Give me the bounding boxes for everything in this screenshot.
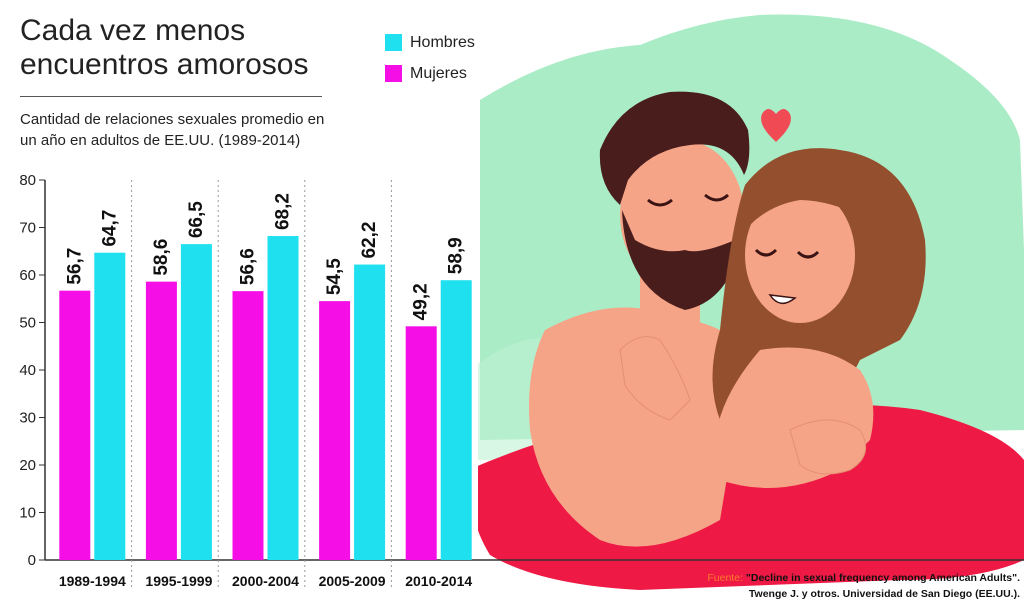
data-label: 58,6 <box>151 239 172 276</box>
source-label: Fuente: <box>707 572 743 584</box>
woman-fringe <box>745 161 870 225</box>
legend-swatch-hombres <box>385 34 402 51</box>
bar-hombres <box>354 264 386 560</box>
y-tick-label: 50 <box>19 315 36 332</box>
chart-title: Cada vez menos encuentros amorosos <box>20 14 309 81</box>
woman-hand <box>619 336 691 421</box>
y-tick-label: 30 <box>19 410 36 427</box>
data-label: 56,7 <box>64 248 85 285</box>
legend-item-hombres: Hombres <box>385 27 475 58</box>
y-tick-label: 40 <box>19 362 36 379</box>
data-label: 62,2 <box>359 222 380 259</box>
woman-smile <box>768 294 797 304</box>
legend-label-mujeres: Mujeres <box>410 64 467 82</box>
bar-hombres <box>267 236 299 561</box>
data-label: 56,6 <box>238 248 259 285</box>
man-body <box>529 307 740 547</box>
title-divider <box>20 96 322 97</box>
legend-item-mujeres: Mujeres <box>385 58 475 89</box>
woman-eye-right <box>796 250 820 259</box>
data-label: 68,2 <box>273 193 294 230</box>
y-tick-label: 0 <box>28 552 36 569</box>
man-eye-left <box>647 198 673 207</box>
x-tick-label: 2005-2009 <box>319 573 386 589</box>
man-beard <box>622 210 744 310</box>
y-tick-label: 10 <box>19 505 36 522</box>
bar-hombres <box>440 280 472 560</box>
legend: Hombres Mujeres <box>385 27 475 89</box>
bar-hombres <box>180 244 212 560</box>
bar-mujeres <box>405 326 437 560</box>
bar-mujeres <box>145 281 177 560</box>
y-tick-label: 60 <box>19 267 36 284</box>
source-note: Fuente: "Decline in sexual frequency amo… <box>707 570 1020 602</box>
data-label: 58,9 <box>446 237 467 274</box>
source-line-2: Twenge J. y otros. Universidad de San Di… <box>748 588 1020 600</box>
chart-subtitle: Cantidad de relaciones sexuales promedio… <box>20 111 325 149</box>
bar-hombres <box>94 252 126 561</box>
man-hair <box>599 91 750 205</box>
x-tick-label: 1995-1999 <box>145 573 212 589</box>
data-label: 66,5 <box>186 201 207 238</box>
source-line-1: "Decline in sexual frequency among Ameri… <box>745 572 1020 584</box>
legend-label-hombres: Hombres <box>410 33 475 51</box>
x-tick-label: 1989-1994 <box>59 573 126 589</box>
bar-mujeres <box>59 290 91 560</box>
y-tick-label: 20 <box>19 457 36 474</box>
legend-swatch-mujeres <box>385 65 402 82</box>
x-tick-label: 2010-2014 <box>405 573 472 589</box>
data-label: 54,5 <box>324 258 345 295</box>
bar-mujeres <box>319 301 351 560</box>
x-tick-label: 2000-2004 <box>232 573 299 589</box>
y-tick-label: 70 <box>19 220 36 237</box>
man-eye-right <box>704 193 730 202</box>
data-label: 49,2 <box>411 283 432 320</box>
man-hand <box>789 419 867 475</box>
heart-icon <box>761 109 791 142</box>
bar-mujeres <box>232 291 264 560</box>
y-tick-label: 80 <box>19 172 36 189</box>
data-label: 64,7 <box>99 210 120 247</box>
woman-eye-left <box>754 248 778 257</box>
